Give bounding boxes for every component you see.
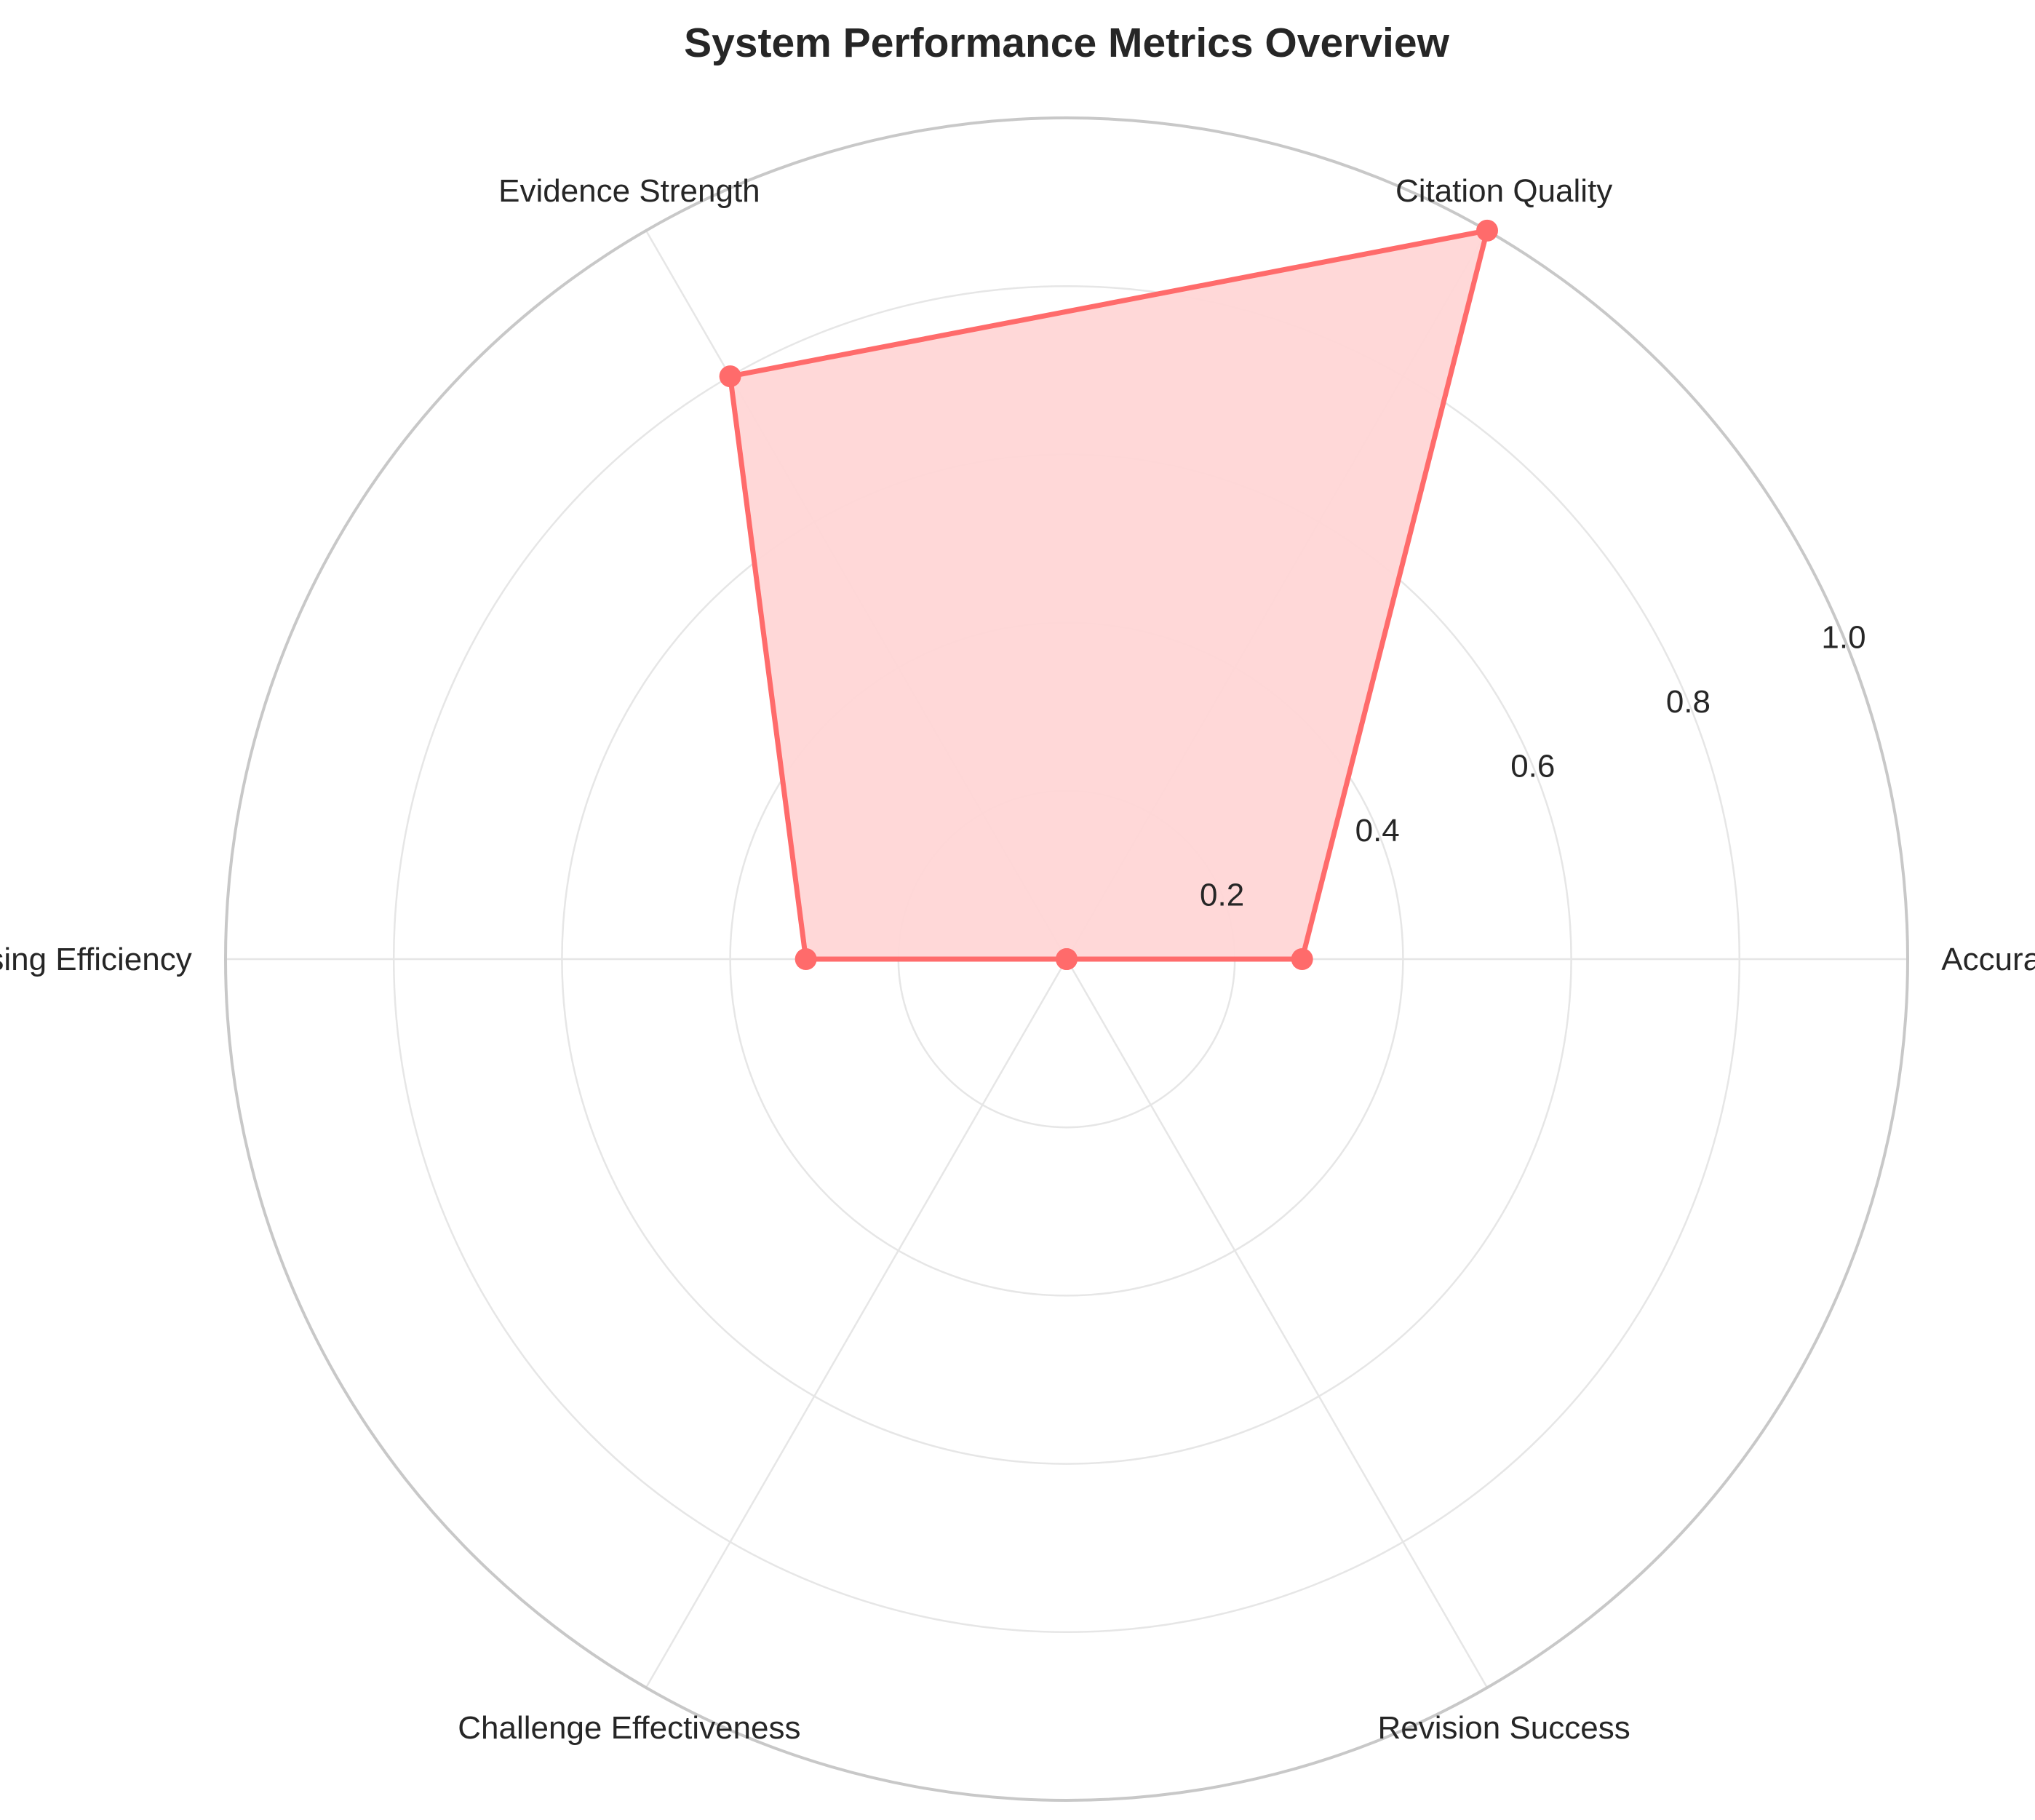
radial-tick-label: 0.8 — [1666, 684, 1711, 720]
data-layer — [719, 219, 1498, 970]
series-line — [728, 228, 1490, 962]
radial-gridline — [1065, 958, 1489, 1688]
category-label: Accuracy — [1941, 942, 2035, 977]
category-label: Revision Success — [1377, 1710, 1630, 1746]
chart-title: System Performance Metrics Overview — [684, 20, 1450, 66]
data-point — [1291, 948, 1313, 970]
radial-gridline — [645, 958, 1068, 1688]
radial-tick-label: 0.4 — [1355, 813, 1400, 849]
category-label: Evidence Strength — [498, 173, 760, 209]
radial-tick-label: 0.6 — [1510, 749, 1555, 784]
data-point — [1476, 219, 1498, 242]
radial-tick-label: 1.0 — [1821, 620, 1865, 656]
category-label: Citation Quality — [1395, 173, 1612, 209]
data-point — [1056, 948, 1078, 970]
data-point — [795, 948, 817, 970]
data-point — [719, 365, 741, 388]
radial-tick-label: 0.2 — [1200, 878, 1244, 913]
label-layer: 0.2 0.4 0.6 0.8 1.0 Accuracy Citation Quality E… — [0, 173, 2035, 1746]
series-area — [730, 230, 1487, 959]
category-label: Challenge Effectiveness — [458, 1710, 800, 1746]
grid-ring — [392, 285, 1741, 1634]
outer-ring — [224, 116, 1909, 1802]
category-label: Processing Efficiency — [0, 942, 192, 977]
